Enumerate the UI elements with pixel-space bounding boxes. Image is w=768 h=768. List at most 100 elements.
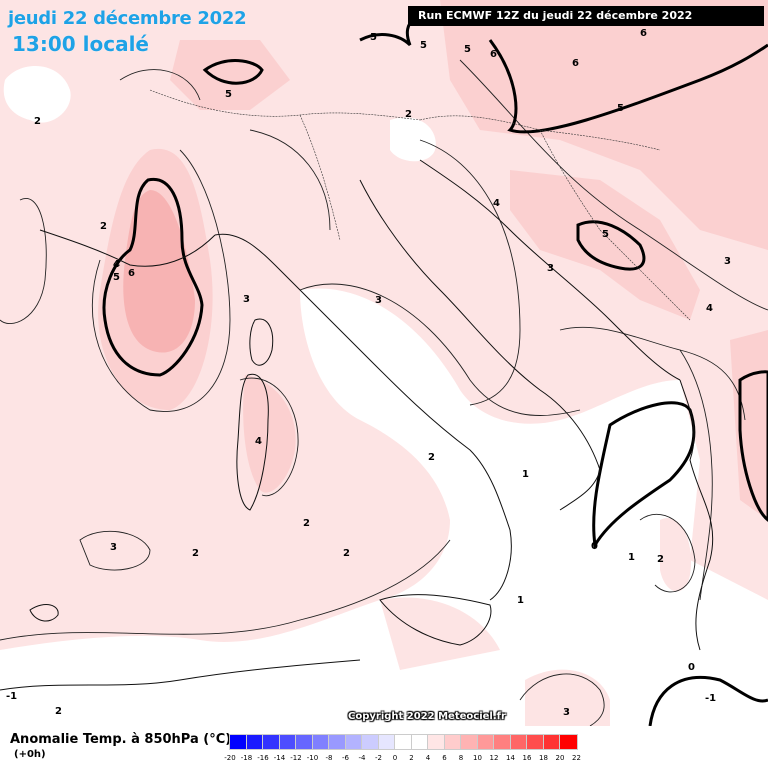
legend-swatch: [460, 734, 479, 750]
iso-label-4: 5: [225, 89, 232, 100]
iso-label-19: 5: [602, 229, 609, 240]
legend-tick-label: 2: [409, 754, 414, 762]
iso-label-7: 6: [572, 58, 579, 69]
legend-tick-label: -2: [375, 754, 382, 762]
legend-swatch: [361, 734, 380, 750]
iso-label-21: 3: [724, 256, 731, 267]
iso-label-3: 5: [464, 44, 471, 55]
legend-swatch: [443, 734, 462, 750]
legend-swatch: [493, 734, 512, 750]
coast-corsica: [249, 318, 274, 366]
iso-label-31: 2: [657, 554, 664, 565]
anomaly-area-northeast: [440, 0, 768, 250]
legend-ticks: -20 -18 -16 -14 -12 -10 -8 -6 -4 -2 0 2 4 6 8 10 12 14 16 1…: [224, 754, 581, 766]
legend-tick-label: 20: [555, 754, 565, 762]
iso-label-8: 5: [617, 103, 624, 114]
legend-tick-label: -16: [257, 754, 269, 762]
thick-isoline-balkans: [576, 220, 646, 271]
legend-swatch: [476, 734, 495, 750]
iso-label-2: 5: [420, 40, 427, 51]
temperature-anomaly-map: 5 5 5 5 6 6 6 5 2 2 4 5 6 2 3 3 4 4 5 3 …: [0, 0, 768, 726]
legend-swatch: [245, 734, 264, 750]
legend-tick-label: 22: [572, 754, 581, 762]
legend-swatch: [278, 734, 297, 750]
iso-label-13: 6: [128, 268, 135, 279]
iso-label-10: 2: [405, 109, 412, 120]
coast-sicily: [379, 594, 492, 646]
iso-label-6: 6: [640, 28, 647, 39]
iso-label-16: 3: [375, 295, 382, 306]
legend-tick-label: 6: [442, 754, 447, 762]
legend-tick-label: -20: [224, 754, 236, 762]
legend-swatch: [394, 734, 413, 750]
coast-italy-west: [214, 233, 512, 601]
legend: Anomalie Temp. à 850hPa (°C) (+0h) -20 -1…: [0, 726, 768, 768]
iso-label-9: 2: [34, 116, 41, 127]
legend-tick-label: 12: [489, 754, 499, 762]
legend-swatch: [509, 734, 528, 750]
iso-label-22: 4: [255, 436, 262, 447]
coast-balearic: [29, 604, 59, 622]
legend-tick-label: 8: [458, 754, 464, 762]
legend-tick-label: 18: [539, 754, 548, 762]
legend-swatch: [377, 734, 396, 750]
legend-swatch: [344, 734, 363, 750]
legend-subtitle: (+0h): [14, 749, 46, 760]
thick-isoline-alps: [202, 59, 264, 85]
legend-swatch: [262, 734, 281, 750]
legend-swatch: [311, 734, 330, 750]
legend-swatch: [526, 734, 545, 750]
neutral-zone-france: [3, 66, 71, 123]
iso-label-11: 4: [113, 259, 120, 270]
legend-tick-label: 0: [392, 754, 398, 762]
warm-patch-sicily: [380, 597, 500, 670]
iso-label-32: 1: [517, 595, 524, 606]
legend-swatch: [328, 734, 347, 750]
legend-tick-label: -6: [342, 754, 349, 762]
iso-label-28: 2: [192, 548, 199, 559]
legend-tick-label: -14: [273, 754, 286, 762]
iso-label-33: 0: [688, 662, 695, 673]
legend-tick-label: 10: [473, 754, 482, 762]
iso-label-34: -1: [6, 691, 17, 702]
coast-croatia: [419, 159, 681, 381]
forecast-date: jeudi 22 décembre 2022: [8, 8, 247, 29]
thick-isoline-gulf-of-lion: [102, 177, 204, 377]
anomaly-core-gulf-of-lion: [123, 190, 195, 353]
iso-label-29: 0: [591, 541, 598, 552]
iso-label-15: 3: [243, 294, 250, 305]
coastlines: [0, 159, 714, 691]
thick-isoline-north: [488, 39, 768, 134]
iso-label-12: 5: [113, 272, 120, 283]
neutral-zone-south-italy: [0, 288, 768, 726]
warm-patch-south: [525, 669, 610, 726]
thick-isoline-zero: [592, 401, 696, 550]
iso-label-26: 2: [343, 548, 350, 559]
thick-isolines: [102, 14, 768, 726]
legend-swatch: [295, 734, 314, 750]
coast-sardinia: [236, 373, 269, 511]
model-run-label: Run ECMWF 12Z du jeudi 22 décembre 2022: [408, 6, 764, 26]
legend-tick-label: -4: [358, 754, 366, 762]
iso-label-30: 1: [628, 552, 635, 563]
iso-label-37: 3: [563, 707, 570, 718]
legend-tick-label: -10: [306, 754, 319, 762]
iso-label-1: 5: [370, 32, 377, 43]
anomaly-area-alps: [170, 40, 290, 110]
legend-tick-label: -8: [325, 754, 333, 762]
warm-patch-ionian: [660, 518, 691, 592]
anomaly-area-balkans: [510, 170, 700, 320]
iso-label-25: 2: [303, 518, 310, 529]
anomaly-area-sardinia: [243, 375, 296, 493]
coast-france-south: [39, 229, 216, 267]
iso-label-24: 1: [522, 469, 529, 480]
coast-greece: [679, 379, 714, 651]
legend-tick-label: -12: [290, 754, 302, 762]
coast-africa: [0, 659, 361, 691]
neutral-zone-adriatic: [390, 117, 436, 162]
iso-label-5: 6: [490, 49, 497, 60]
legend-tick-label: -18: [240, 754, 253, 762]
legend-swatch: [229, 734, 248, 750]
borders: [149, 89, 691, 321]
iso-label-35: -1: [705, 693, 716, 704]
